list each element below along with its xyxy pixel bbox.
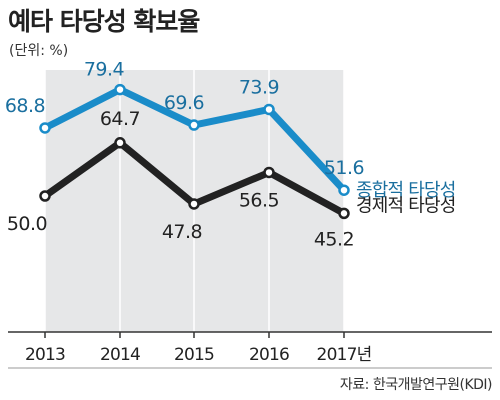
legend-label-2: 경제적 타당성 xyxy=(356,195,455,216)
data-label: 45.2 xyxy=(314,228,354,250)
x-tick-label: 2017년 xyxy=(317,345,372,365)
data-label: 56.5 xyxy=(239,189,279,211)
x-tick-label: 2014 xyxy=(100,345,140,365)
data-point xyxy=(188,198,200,210)
data-point xyxy=(188,119,200,131)
x-tick-label: 2013 xyxy=(25,345,65,365)
data-label: 47.8 xyxy=(162,221,202,243)
data-point xyxy=(338,207,350,220)
data-point xyxy=(39,190,51,202)
data-label: 51.6 xyxy=(324,157,364,179)
data-point xyxy=(338,184,350,196)
unit-label: (단위: %) xyxy=(9,43,69,59)
data-point xyxy=(114,83,126,96)
data-point xyxy=(263,103,275,116)
x-tick-label: 2016 xyxy=(249,345,289,365)
data-label: 64.7 xyxy=(100,108,140,130)
data-point xyxy=(114,137,126,149)
legend-label-1: 종합적 타당성 xyxy=(356,180,455,201)
data-label: 69.6 xyxy=(164,92,204,114)
data-label: 79.4 xyxy=(84,59,125,81)
data-label: 73.9 xyxy=(239,76,279,98)
source-note: 자료: 한국개발연구원(KDI) xyxy=(339,377,493,393)
data-point xyxy=(263,166,275,179)
data-label: 50.0 xyxy=(7,213,47,235)
data-point xyxy=(39,122,51,134)
x-tick-label: 2015 xyxy=(174,345,214,365)
data-label: 68.8 xyxy=(5,95,45,117)
chart-title: 예타 타당성 확보율 xyxy=(8,7,200,36)
